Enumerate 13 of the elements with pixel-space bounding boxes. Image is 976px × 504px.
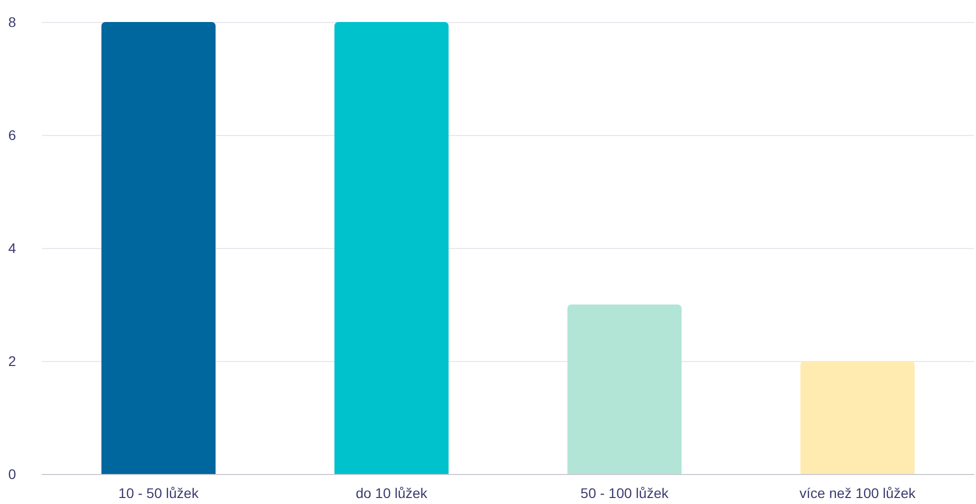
y-tick-label: 8 xyxy=(8,14,16,30)
y-tick-label: 0 xyxy=(8,466,16,482)
x-tick-label: 10 - 50 lůžek xyxy=(118,485,200,501)
bar xyxy=(567,304,682,474)
y-tick-label: 2 xyxy=(8,353,16,369)
bar xyxy=(334,22,449,474)
x-tick-label: více než 100 lůžek xyxy=(800,485,916,501)
bar xyxy=(800,361,915,474)
x-tick-label: do 10 lůžek xyxy=(356,485,428,501)
x-tick-label: 50 - 100 lůžek xyxy=(580,485,670,501)
bar xyxy=(101,22,216,474)
y-tick-label: 4 xyxy=(8,240,16,256)
y-tick-label: 6 xyxy=(8,127,16,143)
